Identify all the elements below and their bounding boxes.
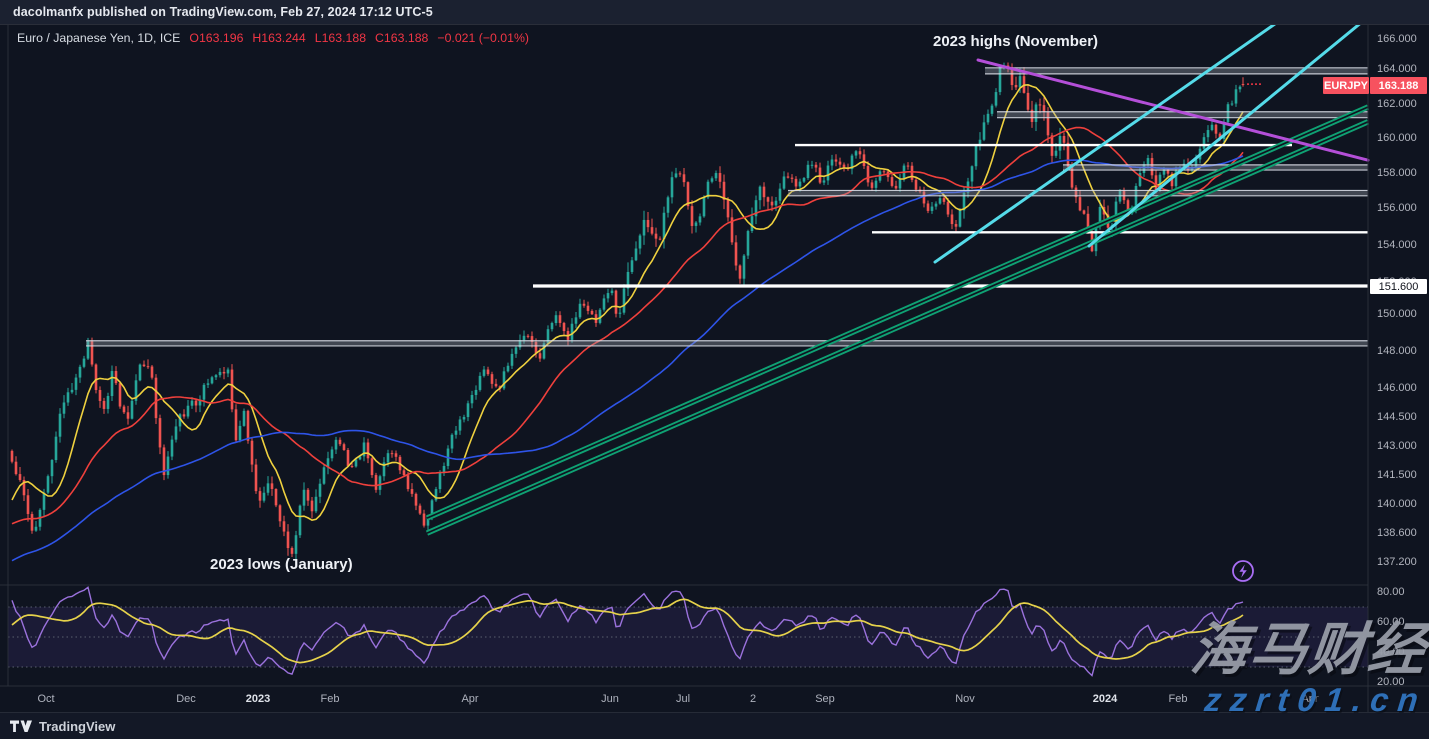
time-tick: 2 <box>749 693 757 705</box>
price-tick: 166.000 <box>1377 33 1417 45</box>
ohlc-values: O163.196 H163.244 L163.188 C163.188 <box>189 31 428 45</box>
publish-bar: dacolmanfx published on TradingView.com,… <box>0 0 1429 25</box>
trend-channel[interactable] <box>425 104 1370 536</box>
time-tick: 2024 <box>1092 693 1118 705</box>
price-tick: 140.000 <box>1377 498 1417 510</box>
time-tick: Dec <box>176 693 196 705</box>
footer-bar: TradingView <box>0 712 1429 739</box>
price-tick: 60.00 <box>1377 616 1405 628</box>
ma-fast-line[interactable] <box>11 83 1244 522</box>
boost-lightning-icon[interactable] <box>1232 560 1254 582</box>
price-tick: 156.000 <box>1377 202 1417 214</box>
time-tick: Feb <box>320 693 340 705</box>
price-tick: 40.00 <box>1377 646 1405 658</box>
symbol-title: Euro / Japanese Yen, 1D, ICE <box>17 31 181 45</box>
symbol-price-badge: EURJPY 163.188 <box>1323 77 1427 94</box>
band-zone-158.3[interactable] <box>1063 164 1368 171</box>
time-tick: Sep <box>815 693 835 705</box>
time-tick: Apr <box>461 693 479 705</box>
time-axis[interactable]: Oct Dec 2023 Feb Apr Jun Jul 2 Sep Nov 2024 Feb Apr <box>0 686 1429 712</box>
band-zone-oct-2022-high[interactable] <box>86 340 1368 347</box>
rsi-line[interactable] <box>11 586 1244 677</box>
time-tick: Jun <box>601 693 619 705</box>
symbol-legend[interactable]: Euro / Japanese Yen, 1D, ICE O163.196 H16… <box>17 31 529 45</box>
tradingview-brand[interactable]: TradingView <box>39 719 116 734</box>
time-tick: 2023 <box>245 693 271 705</box>
change-value: −0.021 (−0.01%) <box>437 31 529 45</box>
price-tick: 160.000 <box>1377 132 1417 144</box>
time-tick: Nov <box>955 693 975 705</box>
trendline-cyan-uptrend-b[interactable] <box>1087 24 1368 248</box>
price-tick: 20.00 <box>1377 676 1405 688</box>
price-tick: 148.000 <box>1377 345 1417 357</box>
time-tick: Oct <box>37 693 55 705</box>
pane-borders <box>0 24 1429 712</box>
last-price-badge: 163.188 <box>1370 77 1427 94</box>
level-price-label: 151.600 <box>1370 279 1427 294</box>
time-tick: Apr <box>1301 693 1319 705</box>
rsi-ma-line[interactable] <box>11 598 1244 664</box>
trendline-cyan-uptrend-a[interactable] <box>933 24 1292 264</box>
candlestick-series[interactable] <box>10 62 1245 561</box>
publish-line: dacolmanfx published on TradingView.com,… <box>13 5 433 19</box>
trendline-magenta-downtrend[interactable] <box>976 58 1370 162</box>
ohlc-o: O163.196 <box>189 31 244 45</box>
price-tick: 143.000 <box>1377 440 1417 452</box>
price-tick: 146.000 <box>1377 382 1417 394</box>
price-tick: 158.000 <box>1377 167 1417 179</box>
price-tick: 144.500 <box>1377 411 1417 423</box>
price-tick: 141.500 <box>1377 469 1417 481</box>
time-tick: Feb <box>1168 693 1188 705</box>
price-axis[interactable]: 166.000 164.000 162.000 160.000 158.000 156.0… <box>1369 24 1429 712</box>
symbol-badge-label: EURJPY <box>1323 77 1369 94</box>
annotation-2023-highs[interactable]: 2023 highs (November) <box>933 33 1099 50</box>
ohlc-c: C163.188 <box>375 31 429 45</box>
price-tick: 80.00 <box>1377 586 1405 598</box>
price-tick: 150.000 <box>1377 308 1417 320</box>
price-tick: 137.200 <box>1377 556 1417 568</box>
chart-background <box>0 24 1429 712</box>
price-tick: 154.000 <box>1377 239 1417 251</box>
price-tick: 164.000 <box>1377 63 1417 75</box>
tradingview-logo-icon[interactable] <box>10 719 32 734</box>
chart-canvas[interactable] <box>0 24 1429 712</box>
band-zone-2023-highs[interactable] <box>985 67 1368 75</box>
time-tick: Jul <box>675 693 691 705</box>
band-zone-156.8[interactable] <box>788 189 1368 197</box>
annotation-2023-lows[interactable]: 2023 lows (January) <box>210 556 353 573</box>
price-tick: 138.600 <box>1377 527 1417 539</box>
chart-stage[interactable]: Euro / Japanese Yen, 1D, ICE O163.196 H16… <box>0 24 1429 718</box>
ma-slow-line[interactable] <box>11 155 1244 562</box>
price-tick: 162.000 <box>1377 98 1417 110</box>
ohlc-h: H163.244 <box>252 31 306 45</box>
ohlc-l: L163.188 <box>314 31 367 45</box>
